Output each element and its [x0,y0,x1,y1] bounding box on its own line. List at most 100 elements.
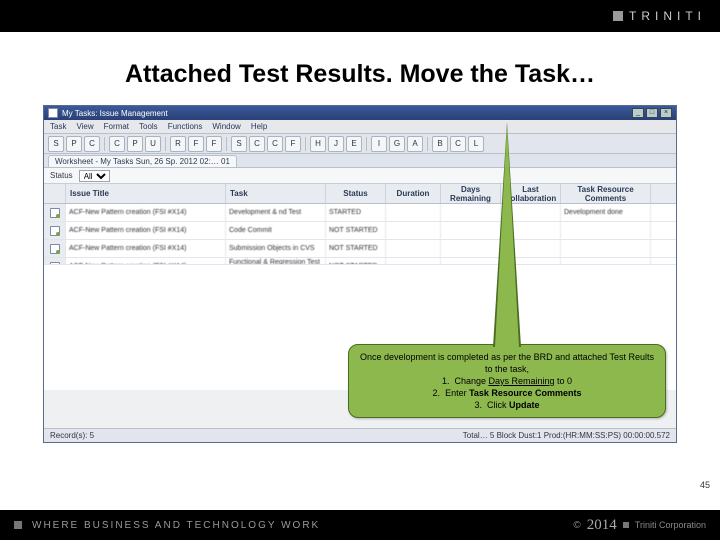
tab-strip: Worksheet - My Tasks Sun, 26 Sp. 2012 02… [44,154,676,168]
cell-duration[interactable] [386,204,441,221]
filter-row: Status All [44,168,676,184]
cell-issue[interactable]: ACF-New Pattern creation (FSI #X14) [66,258,226,264]
maximize-button[interactable]: □ [646,108,658,118]
filter-label: Status [50,171,73,180]
copy-icon[interactable]: C [109,136,125,152]
print-icon[interactable]: P [66,136,82,152]
chart-icon[interactable]: C [450,136,466,152]
status-right: Total… 5 Block Dust:1 Prod:(HR:MM:SS:PS)… [463,431,670,440]
callout-body: Once development is completed as per the… [357,351,657,411]
H-icon[interactable]: H [310,136,326,152]
brand-bottom-bar: WHERE BUSINESS AND TECHNOLOGY WORK © 201… [0,510,720,540]
cell-task[interactable]: Development & nd Test [226,204,326,221]
footer-year: 2014 [587,517,617,534]
table-row[interactable]: ACF-New Pattern creation (FSI #X14)Submi… [44,240,676,258]
table-row[interactable]: ACF-New Pattern creation (FSI #X14)Devel… [44,204,676,222]
row-num-icon[interactable] [44,258,66,264]
cell-duration[interactable] [386,240,441,257]
cell-status[interactable]: STARTED [326,204,386,221]
filter-icon[interactable]: F [206,136,222,152]
toolbar: SPCCPURFFSCCFHJEIGABCL [44,134,676,154]
brand-logo: TRINITI [613,9,706,23]
instruction-callout: Once development is completed as per the… [348,344,666,418]
cell-tres[interactable] [561,240,651,257]
slide-title: Attached Test Results. Move the Task… [0,60,720,89]
cell-tres[interactable] [561,258,651,264]
close-button[interactable]: × [660,108,672,118]
tab-worksheet[interactable]: Worksheet - My Tasks Sun, 26 Sp. 2012 02… [48,155,237,167]
filter-select[interactable]: All [79,170,110,182]
grid-body: ACF-New Pattern creation (FSI #X14)Devel… [44,204,676,264]
footer-tagline: WHERE BUSINESS AND TECHNOLOGY WORK [32,520,320,531]
cell-days[interactable] [441,222,501,239]
cell-days[interactable] [441,258,501,264]
save-icon[interactable]: S [48,136,64,152]
cols-icon[interactable]: C [249,136,265,152]
lock-icon[interactable]: L [468,136,484,152]
cell-issue[interactable]: ACF-New Pattern creation (FSI #X14) [66,222,226,239]
cell-status[interactable]: NOT STARTED [326,240,386,257]
minimize-button[interactable]: _ [632,108,644,118]
menu-item[interactable]: Task [50,122,66,131]
page-number: 45 [700,480,710,490]
row-num-icon[interactable] [44,204,66,221]
menu-item[interactable]: Window [212,122,240,131]
import-icon[interactable]: I [371,136,387,152]
col-header-days[interactable]: Days Remaining [441,184,501,203]
cell-days[interactable] [441,240,501,257]
col-header-rownum [44,184,66,203]
copyright-symbol: © [573,520,580,531]
status-left: Record(s): 5 [50,431,94,440]
brand-top-bar: TRINITI [0,0,720,32]
redo-icon[interactable]: R [170,136,186,152]
menu-bar: Task View Format Tools Functions Window … [44,120,676,134]
callout-item-3: 3. Click Update [357,399,657,411]
grid-header: Issue Title Task Status Duration Days Re… [44,184,676,204]
flag-icon[interactable]: F [285,136,301,152]
cell-duration[interactable] [386,222,441,239]
cut-icon[interactable]: C [84,136,100,152]
cell-tres[interactable]: Development done [561,204,651,221]
menu-item[interactable]: Help [251,122,267,131]
col-header-duration[interactable]: Duration [386,184,441,203]
callout-item-2: 2. Enter Task Resource Comments [357,387,657,399]
callout-pointer [495,125,519,347]
menu-item[interactable]: Functions [168,122,203,131]
paste-icon[interactable]: P [127,136,143,152]
cell-duration[interactable] [386,258,441,264]
cell-days[interactable] [441,204,501,221]
col-header-issue[interactable]: Issue Title [66,184,226,203]
cell-task[interactable]: Functional & Regression Test on [226,258,326,264]
row-num-icon[interactable] [44,222,66,239]
export-icon[interactable]: E [346,136,362,152]
grid-icon[interactable]: G [389,136,405,152]
footer-corp: Triniti Corporation [635,520,706,530]
sort-icon[interactable]: S [231,136,247,152]
B-icon[interactable]: B [432,136,448,152]
clock-icon[interactable]: C [267,136,283,152]
footer-square-icon [14,521,22,529]
col-header-status[interactable]: Status [326,184,386,203]
cell-tres[interactable] [561,222,651,239]
cell-issue[interactable]: ACF-New Pattern creation (FSI #X14) [66,240,226,257]
cell-status[interactable]: NOT STARTED [326,258,386,264]
col-header-tres[interactable]: Task Resource Comments [561,184,651,203]
table-row[interactable]: ACF-New Pattern creation (FSI #X14)Code … [44,222,676,240]
menu-item[interactable]: Tools [139,122,158,131]
cell-task[interactable]: Submission Objects in CVS [226,240,326,257]
find-icon[interactable]: F [188,136,204,152]
cell-task[interactable]: Code Commit [226,222,326,239]
table-row[interactable]: ACF-New Pattern creation (FSI #X14)Funct… [44,258,676,264]
menu-item[interactable]: View [76,122,93,131]
callout-item-1: 1. Change Days Remaining to 0 [357,375,657,387]
menu-item[interactable]: Format [104,122,129,131]
A-icon[interactable]: A [407,136,423,152]
cell-status[interactable]: NOT STARTED [326,222,386,239]
brand-name: TRINITI [629,9,706,23]
col-header-task[interactable]: Task [226,184,326,203]
cell-issue[interactable]: ACF-New Pattern creation (FSI #X14) [66,204,226,221]
undo-icon[interactable]: U [145,136,161,152]
row-num-icon[interactable] [44,240,66,257]
callout-lead: Once development is completed as per the… [357,351,657,375]
J-icon[interactable]: J [328,136,344,152]
